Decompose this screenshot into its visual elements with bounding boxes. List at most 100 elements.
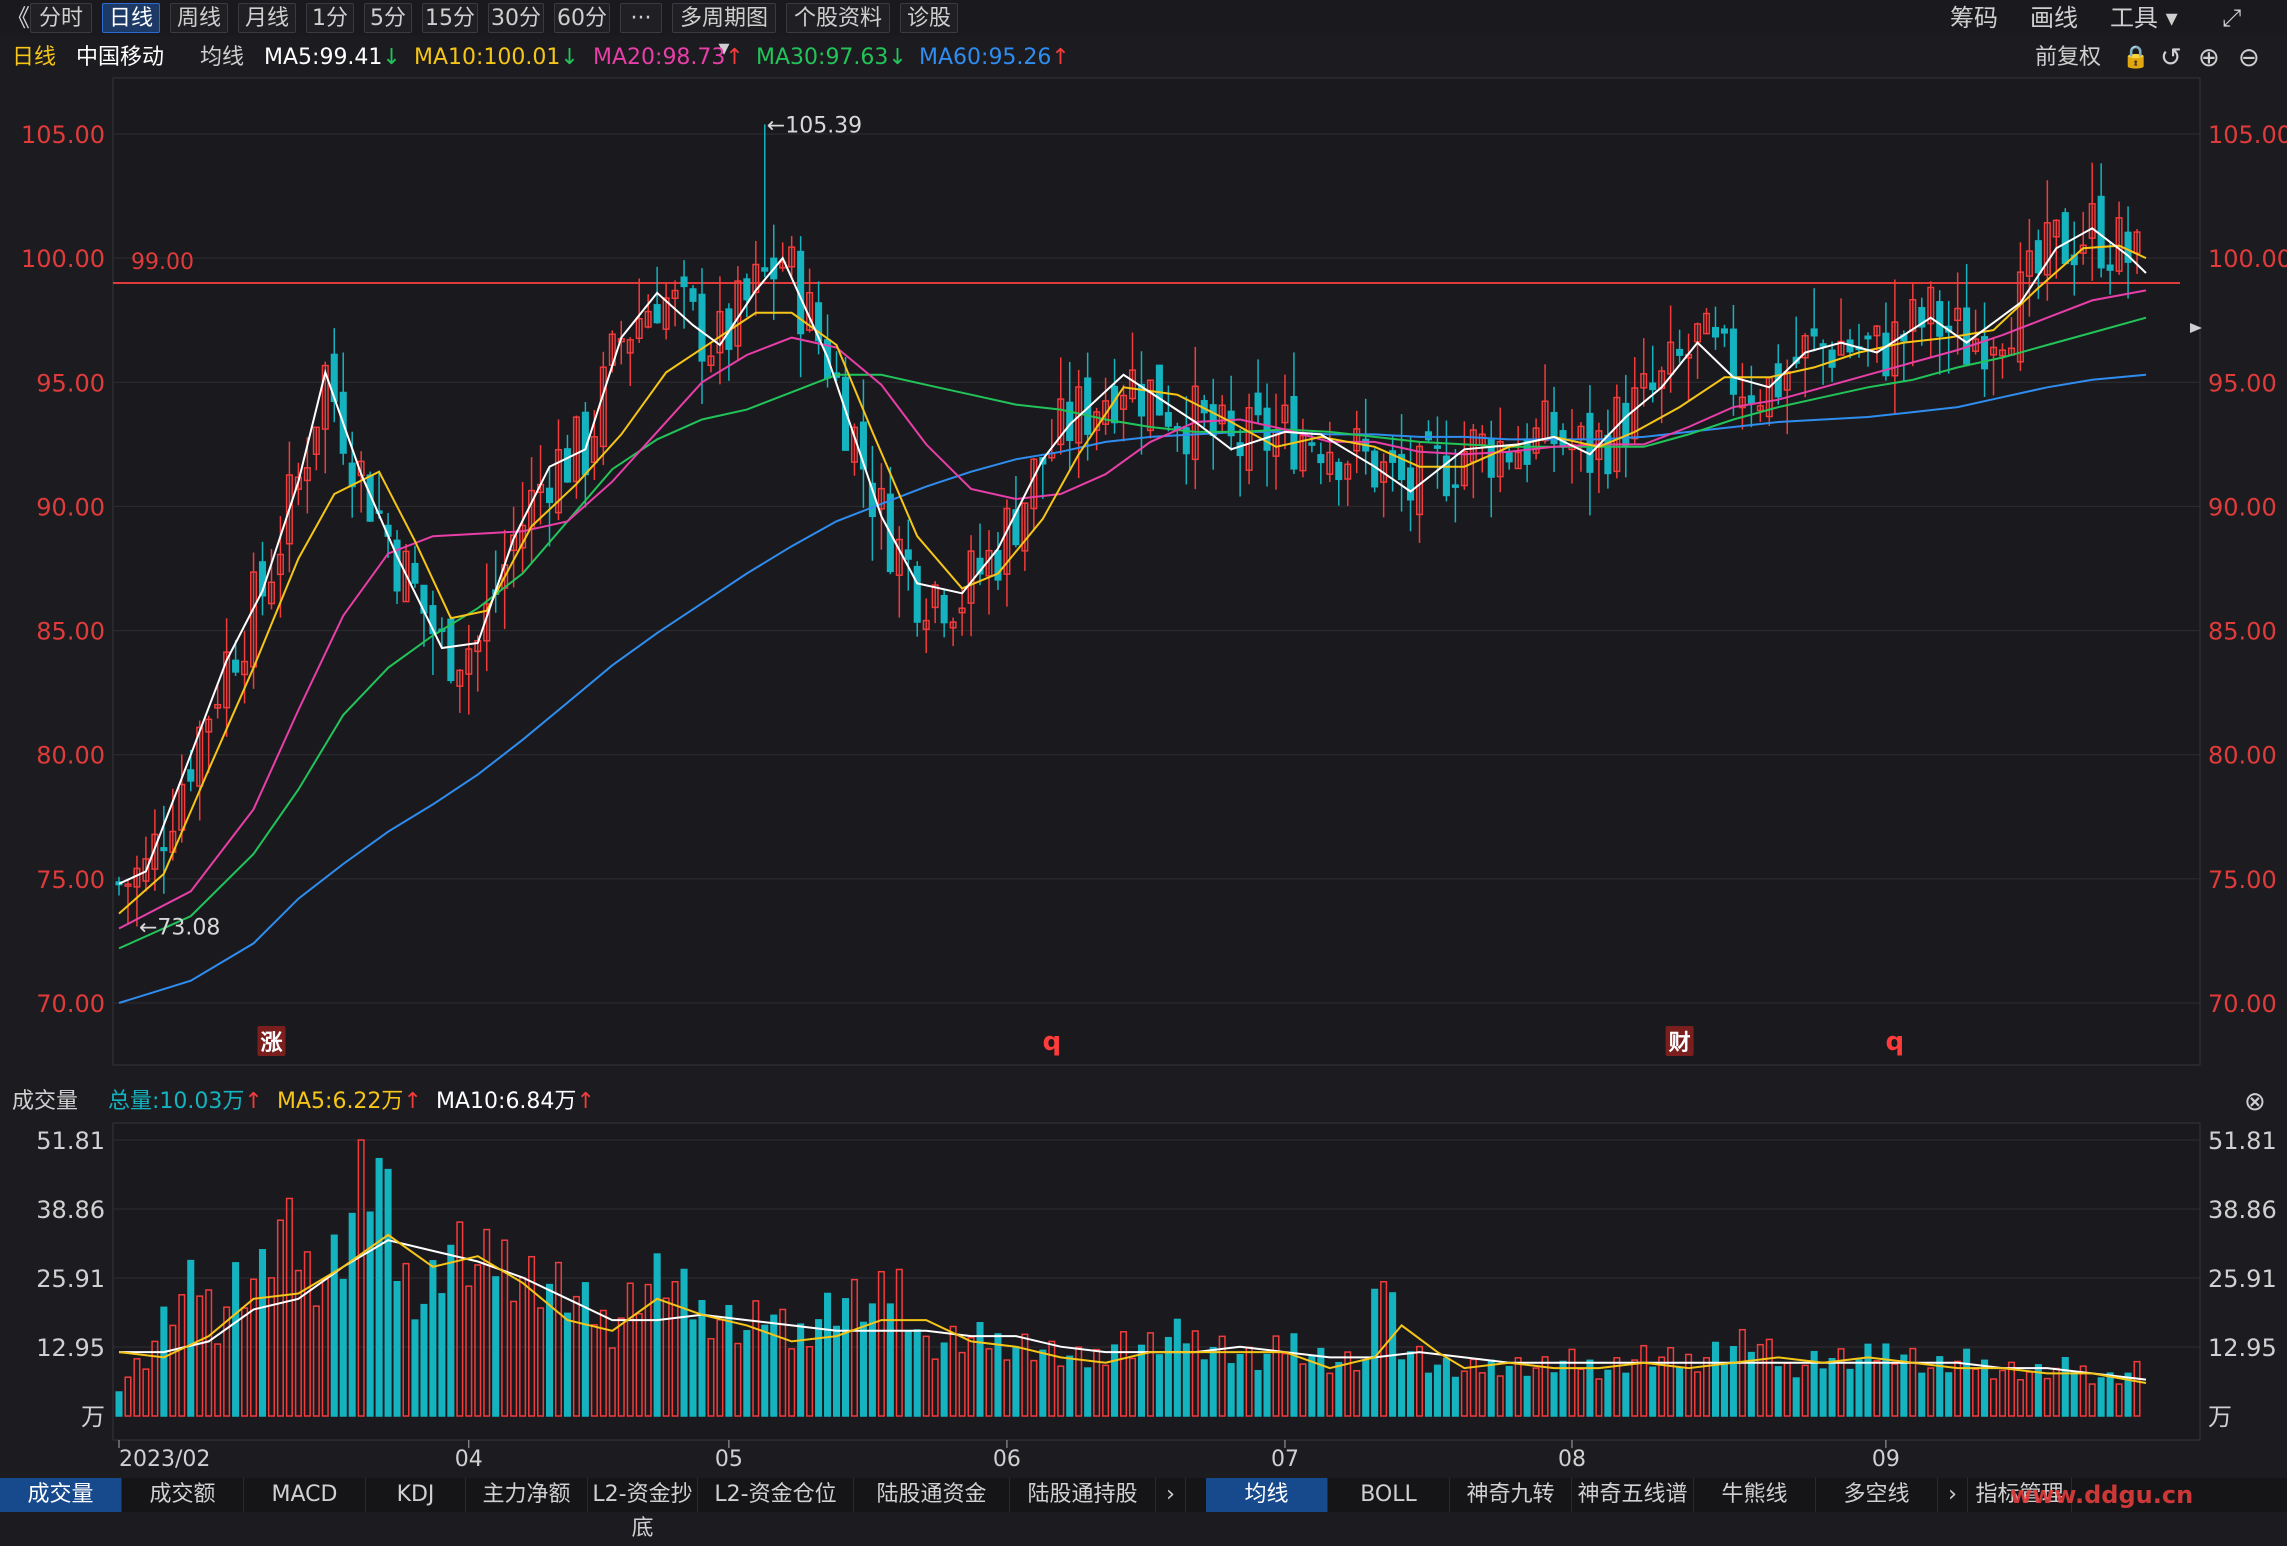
fullscreen-icon[interactable]: ⤢ [2222, 4, 2242, 32]
candle-body [680, 276, 688, 288]
indicator-tab-1[interactable]: 成交额 [122, 1478, 244, 1512]
volume-bar [474, 1264, 482, 1417]
volume-bar [1460, 1370, 1468, 1417]
indicator-tab-11[interactable]: BOLL [1328, 1478, 1450, 1512]
tab-7[interactable]: 30分 [488, 3, 544, 33]
candle-body [232, 659, 240, 673]
volume-bar [1102, 1364, 1110, 1417]
tab-11[interactable]: 个股资料 [786, 3, 890, 33]
tab-8[interactable]: 60分 [554, 3, 610, 33]
candle-body [1308, 442, 1316, 446]
candle-body [1514, 451, 1522, 470]
tab-9[interactable]: ··· [620, 3, 662, 33]
event-marker[interactable]: q [1042, 1027, 1061, 1057]
volume-bar [1882, 1343, 1890, 1417]
candle-body [1496, 440, 1504, 478]
candle-body [913, 565, 921, 623]
volume-bar [850, 1278, 858, 1417]
tab-4[interactable]: 1分 [306, 3, 354, 33]
volume-bar [931, 1358, 939, 1417]
x-tick-label: 04 [455, 1447, 483, 1472]
volume-ma5: MA5:6.22万↑ [277, 1089, 422, 1114]
volume-bar [644, 1283, 652, 1417]
tab-6[interactable]: 15分 [422, 3, 478, 33]
indicator-tab-9[interactable]: › [1156, 1478, 1186, 1512]
tab-3[interactable]: 月线 [238, 3, 296, 33]
volume-bar [913, 1329, 921, 1417]
tab-0[interactable]: 分时 [30, 3, 92, 33]
candle-body [276, 553, 284, 576]
volume-bar [994, 1333, 1002, 1417]
candle-body [940, 594, 948, 624]
toolbar-chips[interactable]: 筹码 [1950, 4, 1998, 32]
volume-bar [788, 1348, 796, 1417]
volume-bar [1532, 1367, 1540, 1417]
indicator-tab-16[interactable]: › [1938, 1478, 1968, 1512]
zoom-in-icon[interactable]: ⊕ [2198, 43, 2220, 73]
tab-5[interactable]: 5分 [364, 3, 412, 33]
indicator-tab-0[interactable]: 成交量 [0, 1478, 122, 1512]
lock-icon[interactable]: 🔒 [2122, 45, 2150, 70]
tab-1[interactable]: 日线 [102, 3, 160, 33]
volume-bar [1891, 1363, 1899, 1417]
toolbar-draw[interactable]: 画线 [2030, 4, 2078, 32]
back-icon[interactable]: 《 [6, 4, 30, 32]
volume-bar [958, 1351, 966, 1417]
volume-bar [1290, 1333, 1298, 1417]
candle-body [1819, 343, 1827, 347]
ma-title[interactable]: 均线 [200, 45, 245, 70]
indicator-tab-4[interactable]: 主力净额 [466, 1478, 588, 1512]
tab-10[interactable]: 多周期图 ▾ [672, 3, 776, 61]
candle-body [1810, 328, 1818, 337]
volume-bar [1720, 1361, 1728, 1417]
tab-12[interactable]: 诊股 [900, 3, 958, 33]
period-label: 日线 [12, 45, 57, 70]
indicator-tab-10[interactable]: 均线 [1206, 1478, 1328, 1512]
event-marker[interactable]: q [1886, 1027, 1905, 1057]
candle-body [1864, 335, 1872, 340]
adjust-mode[interactable]: 前复权 [2035, 45, 2102, 70]
volume-bar [1945, 1372, 1953, 1417]
candle-body [267, 581, 276, 605]
price-volume-chart[interactable]: 99.00 105.00 105.00 100.00 100.00 95.00 95.00… [0, 0, 2287, 1478]
event-marker[interactable]: 涨 [260, 1031, 282, 1056]
volume-bar [1774, 1366, 1782, 1417]
indicator-tab-17[interactable]: 指标管理 [1968, 1478, 2072, 1512]
indicator-tab-15[interactable]: 多空线 [1816, 1478, 1938, 1512]
volume-bar [241, 1307, 249, 1417]
price-tick-right: 85.00 [2208, 618, 2277, 646]
undo-icon[interactable]: ↺ [2160, 43, 2182, 73]
event-marker[interactable]: 财 [1669, 1031, 1691, 1056]
indicator-tab-3[interactable]: KDJ [366, 1478, 466, 1512]
volume-bar [1711, 1341, 1720, 1417]
indicator-tab-12[interactable]: 神奇九转 [1450, 1478, 1572, 1512]
toolbar-tools[interactable]: 工具 ▾ [2110, 4, 2178, 32]
volume-bar [1128, 1357, 1137, 1417]
volume-bar [205, 1289, 213, 1417]
volume-bar [1442, 1357, 1450, 1417]
volume-bar [1972, 1368, 1980, 1417]
volume-bar [832, 1325, 841, 1417]
tab-2[interactable]: 周线 [170, 3, 228, 33]
candle-body [1873, 325, 1881, 337]
volume-bar [797, 1323, 805, 1417]
indicator-tab-8[interactable]: 陆股通持股 [1010, 1478, 1156, 1512]
indicator-tab-2[interactable]: MACD [244, 1478, 366, 1512]
ma10-value: MA10:100.01↓ [414, 45, 579, 70]
volume-bar [1810, 1350, 1818, 1417]
volume-bar [1317, 1347, 1325, 1417]
volume-bar [635, 1312, 643, 1417]
indicator-tab-13[interactable]: 神奇五线谱 [1572, 1478, 1694, 1512]
candle-body [1711, 326, 1720, 338]
zoom-out-icon[interactable]: ⊖ [2238, 43, 2260, 73]
volume-bar [1281, 1352, 1289, 1417]
indicator-tab-5[interactable]: L2-资金抄底 [588, 1478, 698, 1541]
candle-body [1182, 427, 1190, 455]
indicator-tab-7[interactable]: 陆股通资金 [854, 1478, 1010, 1512]
volume-bar [1003, 1359, 1011, 1417]
indicator-tab-6[interactable]: L2-资金仓位 [698, 1478, 854, 1512]
volume-bar [492, 1276, 500, 1417]
price-tick-left: 80.00 [36, 742, 105, 770]
close-icon[interactable]: ⊗ [2244, 1087, 2266, 1117]
indicator-tab-14[interactable]: 牛熊线 [1694, 1478, 1816, 1512]
